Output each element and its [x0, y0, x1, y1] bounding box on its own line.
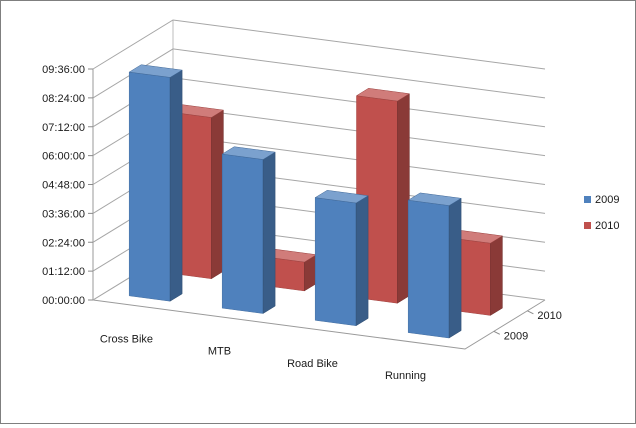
gridline [92, 48, 546, 99]
x-tick-label: Cross Bike [100, 333, 153, 345]
bar-top-face [128, 64, 183, 78]
bar-top-face [407, 192, 462, 206]
y-tick-label: 00:00:00 [42, 295, 85, 307]
bar-top-face [314, 190, 369, 204]
bar-side-face [490, 235, 503, 316]
y-tick-label: 08:24:00 [42, 93, 85, 105]
bars-group [128, 64, 504, 339]
y-tick-label: 03:36:00 [42, 208, 85, 220]
legend-swatch-2010 [584, 222, 591, 229]
y-tick-label: 07:12:00 [42, 122, 85, 134]
depth-tick-label: 2010 [537, 310, 561, 322]
legend-label-2010: 2010 [595, 220, 619, 232]
bar-front-face [128, 71, 171, 302]
bar-2009-running [407, 192, 462, 339]
depth-tick-mark [527, 310, 534, 315]
y-tick-label: 04:48:00 [42, 180, 85, 192]
bar-side-face [448, 197, 462, 339]
bar-side-face [211, 109, 224, 280]
bar-2009-cross-bike [128, 64, 183, 302]
bar-2009-mtb [221, 146, 276, 314]
bar-side-face [397, 93, 410, 304]
y-tick-label: 09:36:00 [42, 64, 85, 76]
bar-side-face [169, 69, 183, 302]
y-axis: 00:00:00 01:12:00 02:24:00 03:36:00 04:48:00… [42, 64, 93, 307]
bar-side-face [355, 195, 369, 327]
bar-top-face [355, 88, 411, 102]
x-tick-label: Road Bike [287, 358, 338, 370]
depth-tick-mark [493, 330, 501, 335]
depth-axis: 2010 2009 [493, 310, 562, 342]
x-tick-label: MTB [208, 346, 231, 358]
bar-side-face [262, 151, 276, 314]
x-tick-label: Running [385, 370, 426, 382]
x-axis: Cross Bike MTB Road Bike Running [100, 333, 426, 382]
bar-front-face [221, 153, 264, 314]
bar-front-face [407, 199, 450, 339]
bar-top-face [221, 146, 276, 160]
y-tick-label: 01:12:00 [42, 266, 85, 278]
bar-2009-road-bike [314, 190, 369, 327]
y-tick-label: 02:24:00 [42, 237, 85, 249]
bar-front-face [314, 197, 357, 326]
gridline [92, 19, 546, 70]
legend-swatch-2009 [584, 196, 591, 203]
floor-edge [92, 299, 546, 350]
legend-label-2009: 2009 [595, 194, 619, 206]
legend: 2009 2010 [584, 194, 619, 232]
y-tick-label: 06:00:00 [42, 151, 85, 163]
depth-tick-label: 2009 [504, 330, 528, 342]
